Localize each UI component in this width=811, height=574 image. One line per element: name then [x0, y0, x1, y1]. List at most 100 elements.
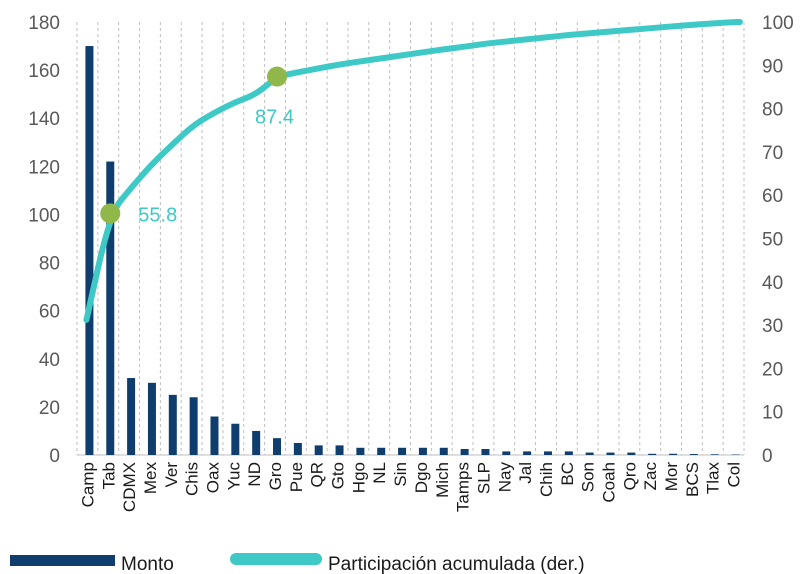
annotations: 55.8 87.4 [100, 66, 294, 226]
y-left-tick-label: 60 [39, 302, 60, 323]
bar-BC [564, 451, 573, 455]
y-right-tick-label: 20 [762, 359, 783, 380]
bar-Yuc [231, 423, 240, 455]
y-left-tick-label: 20 [39, 398, 60, 419]
bar-Coah [606, 452, 615, 455]
grid-lines [76, 22, 745, 456]
x-tick-label: Chis [183, 462, 202, 496]
bar-Gro [273, 438, 282, 455]
x-tick-label: Camp [78, 462, 97, 507]
x-tick-label: Hgo [349, 462, 368, 493]
bar-SLP [481, 448, 490, 455]
legend-swatch-monto [10, 555, 115, 566]
y-left-tick-label: 80 [39, 254, 60, 275]
bar-Chih [543, 451, 552, 455]
x-tick-label: Son [579, 462, 598, 492]
bar-Gto [335, 445, 344, 455]
bar-Qro [627, 452, 636, 455]
x-tick-label: Gro [266, 462, 285, 490]
y-axis-left: 0 20 40 60 80 100 120 140 160 180 [28, 13, 60, 467]
bar-Camp [85, 46, 94, 456]
x-tick-label: Col [725, 462, 744, 488]
cumulative-line [83, 19, 743, 323]
bar-Mex [147, 382, 156, 455]
bar-Ver [168, 394, 177, 455]
x-tick-label: Tab [99, 462, 118, 489]
data-label-Tab: 55.8 [138, 204, 177, 226]
x-tick-label: Oax [203, 462, 222, 494]
y-left-tick-label: 100 [28, 205, 60, 226]
x-tick-label: Gto [329, 462, 348, 489]
line-series [83, 19, 743, 323]
bar-Tamps [460, 448, 469, 455]
bar-Son [585, 452, 594, 455]
y-right-tick-label: 40 [762, 273, 783, 294]
y-left-tick-label: 140 [28, 109, 60, 130]
y-left-tick-label: 180 [28, 13, 60, 34]
x-tick-label: Ver [162, 462, 181, 488]
x-tick-label: ND [245, 462, 264, 487]
x-axis-labels: Camp Tab CDMX Mex Ver Chis Oax Yuc ND Gro Pue QR Gto… [78, 462, 743, 513]
bar-CDMX [127, 378, 136, 455]
x-tick-label: Coah [600, 462, 619, 503]
y-left-tick-label: 0 [49, 446, 60, 467]
legend-label-monto: Monto [121, 554, 174, 574]
x-tick-label: Jal [516, 462, 535, 484]
x-tick-label: Nay [495, 462, 514, 493]
x-tick-label: Chih [537, 462, 556, 497]
y-right-tick-label: 100 [762, 13, 794, 34]
bar-Oax [210, 416, 219, 455]
bar-Chis [189, 397, 198, 455]
bar-Zac [648, 453, 657, 455]
data-label-Gro: 87.4 [255, 107, 294, 129]
bar-Tlax [710, 454, 719, 455]
bar-Jal [523, 451, 532, 455]
x-tick-label: Zac [641, 462, 660, 491]
x-tick-label: Mor [662, 462, 681, 492]
y-left-tick-label: 160 [28, 61, 60, 82]
x-tick-label: Tamps [454, 462, 473, 512]
y-left-tick-label: 120 [28, 157, 60, 178]
bar-series [85, 46, 740, 456]
y-right-tick-label: 10 [762, 403, 783, 424]
y-right-tick-label: 80 [762, 100, 783, 121]
bar-BCS [689, 454, 698, 455]
x-tick-label: CDMX [120, 462, 139, 512]
bar-NL [377, 447, 386, 455]
x-tick-label: Tlax [704, 462, 723, 495]
marker-Tab [100, 203, 121, 224]
y-axis-right: 0 10 20 30 40 50 60 70 80 90 100 [762, 13, 794, 467]
bar-Hgo [356, 447, 365, 455]
x-tick-label: BCS [683, 462, 702, 497]
legend-swatch-participacion [230, 553, 322, 565]
x-tick-label: Yuc [224, 462, 243, 491]
bar-ND [252, 430, 261, 455]
y-right-tick-label: 90 [762, 56, 783, 77]
bar-Nay [502, 451, 511, 455]
y-right-tick-label: 60 [762, 186, 783, 207]
x-tick-label: BC [558, 462, 577, 486]
y-right-tick-label: 30 [762, 316, 783, 337]
bar-Mor [669, 453, 678, 455]
x-tick-label: Pue [287, 462, 306, 492]
y-right-tick-label: 50 [762, 230, 783, 251]
x-tick-label: SLP [474, 462, 493, 494]
bar-Tab [106, 161, 115, 455]
legend-label-participacion: Participación acumulada (der.) [328, 554, 585, 574]
bar-QR [314, 445, 323, 455]
x-tick-label: NL [370, 462, 389, 484]
marker-Gro [267, 66, 288, 87]
x-tick-label: Dgo [412, 462, 431, 493]
x-tick-label: Mich [433, 462, 452, 498]
bar-Pue [293, 442, 302, 455]
legend: Monto Participación acumulada (der.) [10, 553, 585, 574]
x-tick-label: Mex [141, 462, 160, 495]
x-tick-label: QR [308, 462, 327, 488]
bar-Sin [398, 447, 407, 455]
bar-Mich [439, 447, 448, 455]
bar-Dgo [418, 447, 427, 455]
y-left-tick-label: 40 [39, 350, 60, 371]
y-right-tick-label: 0 [762, 446, 773, 467]
x-tick-label: Sin [391, 462, 410, 487]
